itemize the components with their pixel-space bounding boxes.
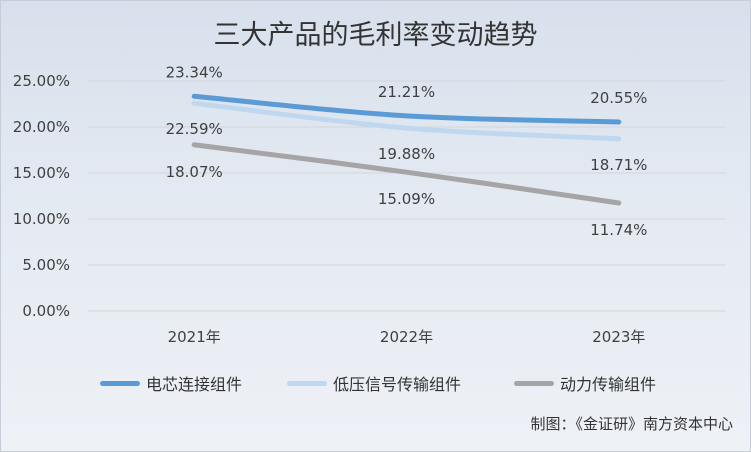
chart-title: 三大产品的毛利率变动趋势 [213, 20, 538, 51]
x-tick-label: 2023年 [592, 328, 645, 346]
data-label: 18.07% [166, 163, 223, 181]
data-label: 18.71% [590, 156, 647, 174]
source-credit: 制图：《金证研》南方资本中心 [530, 415, 733, 433]
data-label: 23.34% [166, 63, 223, 81]
legend-swatch-series-3 [514, 380, 554, 386]
legend-item-series-1: 电芯连接组件 [100, 372, 242, 394]
y-tick-label: 20.00% [13, 118, 70, 136]
data-label: 20.55% [590, 89, 647, 107]
data-label: 11.74% [590, 221, 647, 239]
data-label: 21.21% [378, 83, 435, 101]
legend-label: 动力传输组件 [560, 375, 657, 394]
y-tick-label: 0.00% [22, 302, 70, 320]
series-line-1 [191, 93, 622, 125]
x-tick-label: 2021年 [168, 328, 221, 346]
data-label: 19.88% [378, 145, 435, 163]
y-tick-label: 25.00% [13, 72, 70, 90]
legend-item-series-3: 动力传输组件 [514, 372, 656, 394]
series-line-2 [191, 100, 622, 142]
y-tick-label: 15.00% [13, 164, 70, 182]
y-tick-label: 5.00% [22, 256, 70, 274]
y-tick-label: 10.00% [13, 210, 70, 228]
series-line-3 [191, 142, 622, 206]
legend-label: 低压信号传输组件 [333, 375, 462, 394]
legend-label: 电芯连接组件 [146, 375, 243, 394]
legend-swatch-series-1 [100, 380, 140, 386]
x-tick-label: 2022年 [380, 328, 433, 346]
data-label: 22.59% [166, 120, 223, 138]
data-label: 15.09% [378, 190, 435, 208]
legend-item-series-2: 低压信号传输组件 [287, 372, 461, 394]
legend-swatch-series-2 [287, 380, 327, 386]
